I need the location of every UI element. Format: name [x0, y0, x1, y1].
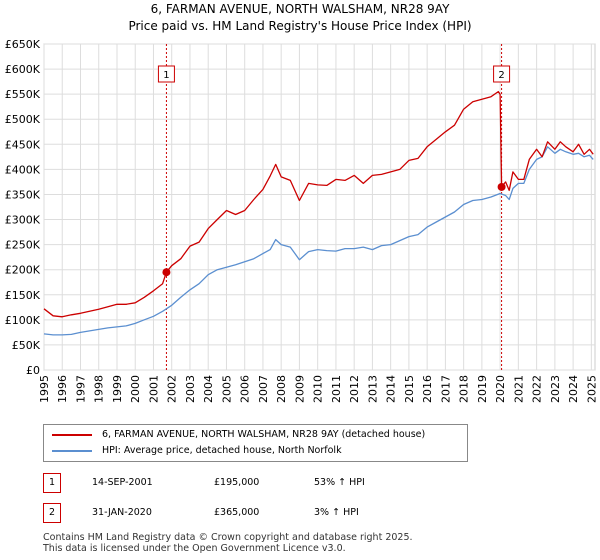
y-tick-label: £450K: [5, 138, 41, 151]
x-tick-label: 1998: [93, 375, 106, 403]
y-tick-labels: £0 £50K £100K £150K £200K £250K £300K £350K £400…: [5, 38, 41, 377]
x-tick-label: 2021: [512, 375, 525, 403]
x-tick-label: 2020: [494, 375, 507, 403]
x-tick-label: 2019: [476, 375, 489, 403]
legend-swatch-property: [52, 434, 92, 436]
x-tick-label: 1995: [38, 375, 51, 403]
price-chart: £0 £50K £100K £150K £200K £250K £300K £350K £400…: [5, 38, 599, 403]
x-tick-label: 1999: [111, 375, 124, 403]
x-tick-label: 2016: [421, 375, 434, 403]
y-tick-label: £650K: [5, 38, 41, 51]
x-tick-label: 2004: [202, 375, 215, 403]
x-tick-label: 2017: [439, 375, 452, 403]
sale-label: 2: [498, 70, 504, 81]
x-tick-label: 2024: [567, 375, 580, 403]
sale-label-box: [157, 65, 175, 83]
y-tick-label: £100K: [5, 314, 41, 327]
hpi-line: [43, 146, 594, 336]
y-tick-label: £500K: [5, 113, 41, 126]
x-tick-label: 2013: [366, 375, 379, 403]
sale-label-box: [493, 65, 511, 83]
x-tick-label: 2023: [549, 375, 562, 403]
x-tick-label: 2025: [585, 375, 598, 403]
footer-copyright: Contains HM Land Registry data © Crown c…: [43, 532, 413, 543]
title-line-1: 6, FARMAN AVENUE, NORTH WALSHAM, NR28 9A…: [150, 2, 450, 16]
x-tick-label: 2012: [348, 375, 361, 403]
x-tick-label: 2022: [531, 375, 544, 403]
x-tick-label: 2011: [330, 375, 343, 403]
x-tick-label: 2003: [184, 375, 197, 403]
x-tick-label: 1997: [74, 375, 87, 403]
title-line-2: Price paid vs. HM Land Registry's House …: [128, 19, 472, 33]
legend-label-hpi: HPI: Average price, detached house, Nort…: [102, 445, 342, 456]
series-lines: [43, 90, 594, 336]
footer-licence: This data is licensed under the Open Gov…: [43, 543, 346, 554]
y-tick-label: £150K: [5, 289, 41, 302]
footer: Contains HM Land Registry data © Crown c…: [43, 532, 413, 554]
x-tick-label: 2001: [147, 375, 160, 403]
sale-number-badge: 2: [43, 503, 61, 523]
x-tick-label: 1996: [56, 375, 69, 403]
x-tick-label: 2007: [257, 375, 270, 403]
x-tick-label: 2002: [166, 375, 179, 403]
x-tick-label: 2005: [220, 375, 233, 403]
sale-date: 31-JAN-2020: [92, 507, 152, 518]
property-price-line: [43, 90, 594, 318]
sale-hpi-change: 53% ↑ HPI: [314, 477, 365, 488]
legend-swatch-hpi: [52, 450, 92, 452]
x-tick-label: 2018: [458, 375, 471, 403]
sale-number-badge: 1: [43, 473, 61, 493]
legend: 6, FARMAN AVENUE, NORTH WALSHAM, NR28 9A…: [43, 424, 468, 462]
x-tick-labels: 1995 1996 1997 1998 1999 2000 2001 2002 2003 2004…: [38, 375, 598, 403]
x-tick-label: 2006: [239, 375, 252, 403]
sale-point: [162, 268, 171, 277]
x-tick-label: 2000: [129, 375, 142, 403]
sale-label: 1: [163, 70, 169, 81]
sale-hpi-change: 3% ↑ HPI: [314, 507, 359, 518]
y-tick-label: £300K: [5, 214, 41, 227]
y-tick-label: £0: [26, 364, 40, 377]
sale-price: £195,000: [214, 477, 260, 488]
x-tick-label: 2010: [312, 375, 325, 403]
legend-label-property: 6, FARMAN AVENUE, NORTH WALSHAM, NR28 9A…: [102, 429, 426, 440]
x-tick-label: 2009: [293, 375, 306, 403]
y-tick-label: £600K: [5, 63, 41, 76]
y-tick-label: £50K: [12, 339, 41, 352]
sale-date: 14-SEP-2001: [92, 477, 153, 488]
y-tick-label: £350K: [5, 188, 41, 201]
x-tick-label: 2015: [403, 375, 416, 403]
y-tick-label: £550K: [5, 88, 41, 101]
x-tick-label: 2008: [275, 375, 288, 403]
plot-area: [43, 43, 596, 371]
y-tick-label: £250K: [5, 239, 41, 252]
sale-point: [497, 182, 506, 191]
y-tick-label: £200K: [5, 264, 41, 277]
chart-title: 6, FARMAN AVENUE, NORTH WALSHAM, NR28 9A…: [0, 1, 600, 35]
x-tick-label: 2014: [385, 375, 398, 403]
y-tick-label: £400K: [5, 163, 41, 176]
sale-price: £365,000: [214, 507, 260, 518]
